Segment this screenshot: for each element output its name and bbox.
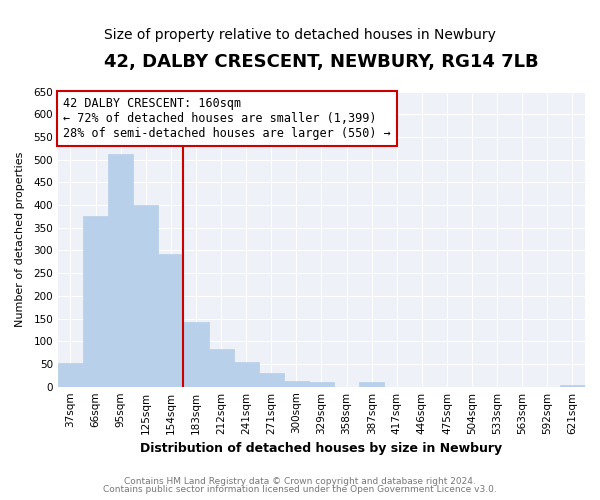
Text: Size of property relative to detached houses in Newbury: Size of property relative to detached ho… (104, 28, 496, 42)
Bar (209, 350, 233, 387)
Bar (108, 154, 133, 386)
Text: Contains HM Land Registry data © Crown copyright and database right 2024.: Contains HM Land Registry data © Crown c… (124, 477, 476, 486)
Bar (359, 382, 384, 386)
Bar (184, 322, 209, 386)
Text: Contains public sector information licensed under the Open Government Licence v3: Contains public sector information licen… (103, 486, 497, 494)
Title: 42, DALBY CRESCENT, NEWBURY, RG14 7LB: 42, DALBY CRESCENT, NEWBURY, RG14 7LB (104, 52, 539, 70)
Bar (133, 205, 158, 386)
Bar (158, 254, 184, 386)
Bar (309, 382, 334, 386)
Text: 42 DALBY CRESCENT: 160sqm
← 72% of detached houses are smaller (1,399)
28% of se: 42 DALBY CRESCENT: 160sqm ← 72% of detac… (63, 97, 391, 140)
X-axis label: Distribution of detached houses by size in Newbury: Distribution of detached houses by size … (140, 442, 503, 455)
Bar (83, 216, 108, 386)
Bar (284, 381, 309, 386)
Y-axis label: Number of detached properties: Number of detached properties (15, 152, 25, 327)
Bar (58, 363, 83, 386)
Bar (259, 373, 284, 386)
Bar (233, 362, 259, 386)
